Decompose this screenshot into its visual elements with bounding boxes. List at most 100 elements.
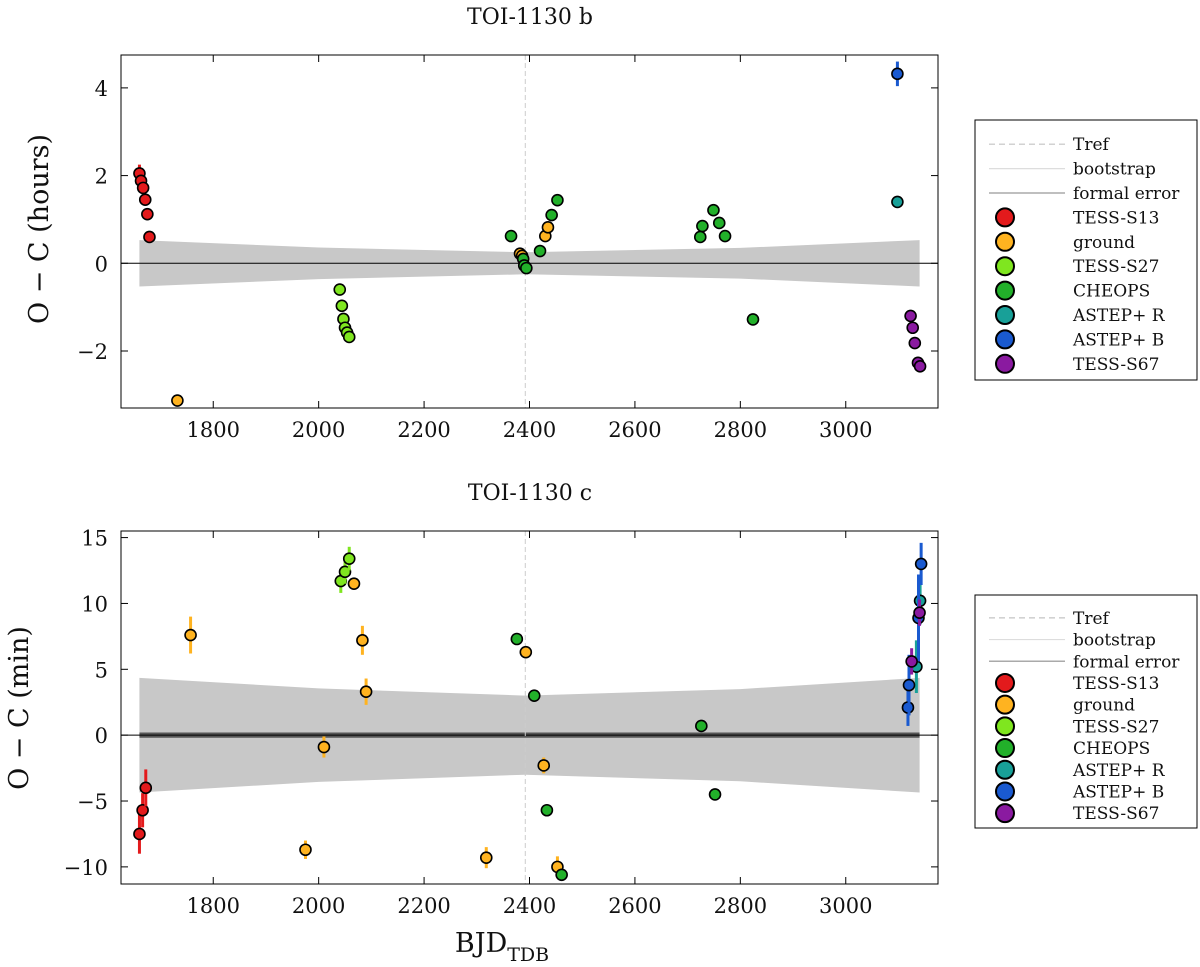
data-point xyxy=(708,788,722,801)
data-point xyxy=(695,719,708,733)
data-point xyxy=(299,843,312,857)
y-tick-label: 15 xyxy=(81,527,108,551)
x-tick-label: 2000 xyxy=(292,894,345,918)
x-tick-label: 2400 xyxy=(503,894,556,918)
data-point xyxy=(335,299,349,313)
legend-label: TESS-S27 xyxy=(1073,717,1159,737)
data-point xyxy=(555,868,568,882)
y-tick-label: 10 xyxy=(81,592,108,616)
panel-toi-1130-c: TOI-1130 c O − C (min) 1800 2000 2200 2400 2… xyxy=(4,481,939,918)
x-tick-label: 2800 xyxy=(714,418,767,442)
data-point xyxy=(718,229,732,243)
series-astep-r-b xyxy=(891,195,904,209)
panel-toi-1130-b: TOI-1130 b O − C (hours) 1800 2000 2200 240… xyxy=(24,5,939,442)
legend-label: ASTEP+ B xyxy=(1072,330,1164,350)
legend-label: TESS-S13 xyxy=(1073,208,1159,228)
legend-marker-astep-b xyxy=(995,329,1015,350)
y-tick-label: −10 xyxy=(64,856,108,880)
legend-label: formal error xyxy=(1073,184,1180,204)
x-tick-label: 1800 xyxy=(187,418,240,442)
y-tick-label: 5 xyxy=(95,658,108,682)
legend-marker-tess-s13 xyxy=(995,207,1015,228)
chart-title-b: TOI-1130 b xyxy=(467,5,593,30)
x-tick-label: 2200 xyxy=(397,894,450,918)
data-point xyxy=(347,577,361,590)
data-point xyxy=(891,67,904,81)
data-point xyxy=(141,207,154,221)
series-tess-s13-b xyxy=(133,164,156,244)
legend-marker-ground xyxy=(995,694,1015,715)
legend-marker-astep-r xyxy=(995,759,1015,780)
data-point xyxy=(533,244,547,258)
data-point xyxy=(908,336,922,350)
series-tess-s27-c xyxy=(334,546,356,593)
x-tick-label: 2200 xyxy=(397,418,450,442)
legend-marker-astep-b xyxy=(995,781,1015,802)
legend-label: TESS-S67 xyxy=(1073,355,1159,375)
legend-label: bootstrap xyxy=(1073,160,1156,180)
data-point xyxy=(184,628,197,642)
legend-label: CHEOPS xyxy=(1073,739,1150,759)
data-point xyxy=(913,360,927,373)
x-tick-label: 3000 xyxy=(819,894,872,918)
x-tick-label: 3000 xyxy=(819,418,872,442)
data-point xyxy=(712,216,726,230)
data-point xyxy=(479,851,493,864)
data-point xyxy=(913,606,926,619)
y-axis-label-c: O − C (min) xyxy=(4,626,35,790)
data-point xyxy=(333,283,347,296)
data-point xyxy=(504,229,518,243)
data-point xyxy=(133,827,146,841)
legend-label: Tref xyxy=(1073,135,1111,155)
data-point xyxy=(520,261,533,275)
data-point xyxy=(342,330,356,344)
data-point xyxy=(527,689,541,702)
data-point xyxy=(902,678,916,692)
y-tick-label: 4 xyxy=(95,77,108,101)
y-tick-label: −2 xyxy=(77,340,108,364)
x-axis-label-subscript: TDB xyxy=(507,944,549,966)
legend-label: Tref xyxy=(1073,609,1111,629)
series-ground-c xyxy=(184,577,564,878)
data-point xyxy=(359,685,373,698)
data-point xyxy=(541,221,555,234)
series-tess-s67-c xyxy=(905,599,926,675)
data-point xyxy=(356,634,369,647)
legend-label: ground xyxy=(1073,696,1135,716)
legend-label: ground xyxy=(1073,233,1135,253)
legend-marker-tess-s67 xyxy=(995,353,1015,374)
data-point xyxy=(905,655,918,668)
series-cheops-b xyxy=(504,193,760,326)
legend-label: TESS-S67 xyxy=(1073,804,1159,824)
legend-label: formal error xyxy=(1073,652,1180,672)
data-point xyxy=(693,230,707,244)
series-cheops-c xyxy=(510,632,722,882)
legend-label: CHEOPS xyxy=(1073,282,1150,302)
x-tick-label: 1800 xyxy=(187,894,240,918)
x-tick-label: 2800 xyxy=(714,894,767,918)
series-tess-s27-b xyxy=(333,283,356,344)
data-point xyxy=(139,781,153,795)
legend-marker-tess-s13 xyxy=(995,672,1015,693)
chart-title-c: TOI-1130 c xyxy=(468,481,592,506)
series-astep-b-c xyxy=(901,542,928,726)
data-point xyxy=(143,230,156,244)
data-point xyxy=(537,759,551,772)
y-axis-label-b: O − C (hours) xyxy=(24,134,55,324)
data-point xyxy=(510,632,524,646)
x-tick-label: 2400 xyxy=(503,418,556,442)
legend-marker-astep-r xyxy=(995,305,1015,325)
y-tick-label: 0 xyxy=(95,724,108,748)
legend-label: ASTEP+ B xyxy=(1072,782,1164,802)
data-point xyxy=(136,803,149,817)
x-tick-label: 2600 xyxy=(608,894,661,918)
legend-label: ASTEP+ R xyxy=(1072,306,1166,326)
series-tess-s67-b xyxy=(904,309,927,373)
data-point xyxy=(342,552,356,565)
data-point xyxy=(519,645,533,659)
data-point xyxy=(551,193,564,207)
data-point xyxy=(540,803,554,817)
legend-marker-cheops xyxy=(995,738,1015,759)
